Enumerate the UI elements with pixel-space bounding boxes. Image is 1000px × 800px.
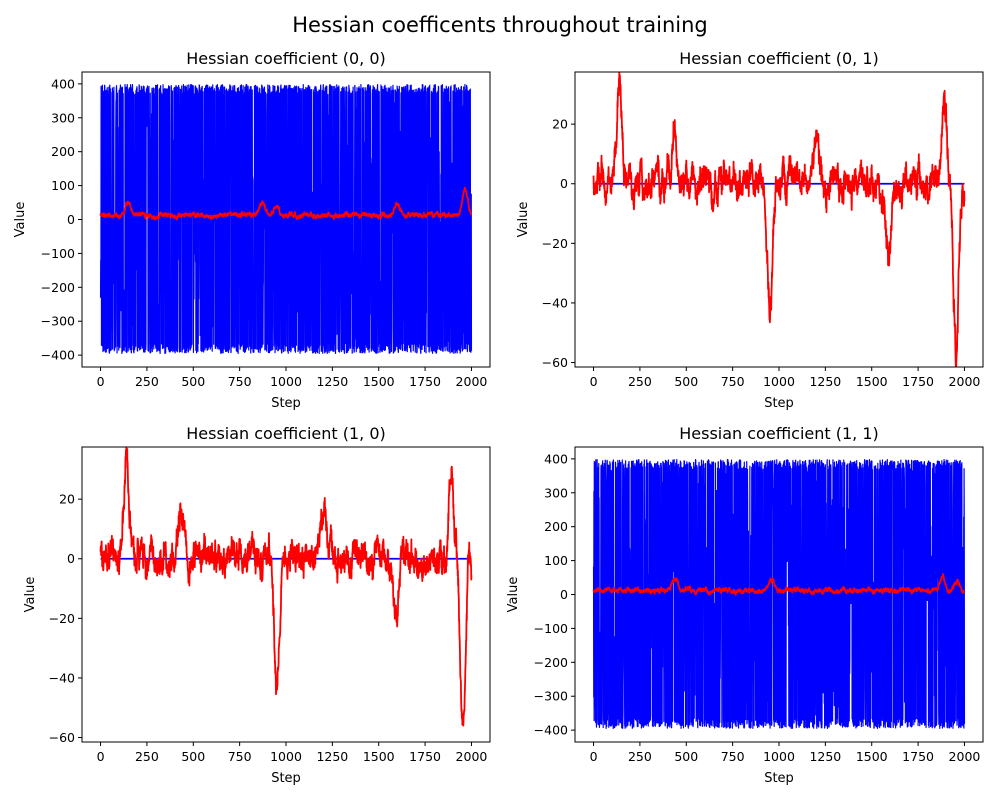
x-tick-label: 500 bbox=[181, 374, 205, 389]
y-tick-label: 0 bbox=[560, 176, 568, 191]
subplot-0-0: Hessian coefficient (0, 0) Step Value 0 2… bbox=[13, 49, 491, 411]
y-axis-label: Value bbox=[23, 577, 38, 613]
y-tick-label: −20 bbox=[49, 611, 75, 626]
x-tick-label: 2000 bbox=[456, 749, 488, 764]
figure-title: Hessian coefficents throughout training bbox=[292, 13, 707, 37]
x-tick-label: 500 bbox=[181, 749, 205, 764]
x-tick-label: 2000 bbox=[949, 749, 981, 764]
x-tick-label: 500 bbox=[674, 749, 698, 764]
y-tick-label: −200 bbox=[534, 655, 568, 670]
subplot-1-1: Hessian coefficient (1, 1) Step Value 0 2… bbox=[506, 424, 984, 786]
x-tick-label: 750 bbox=[721, 374, 745, 389]
x-tick-label: 1750 bbox=[902, 374, 934, 389]
y-tick-label: −300 bbox=[534, 689, 568, 704]
x-tick-label: 1500 bbox=[363, 374, 395, 389]
x-tick-label: 250 bbox=[628, 374, 652, 389]
x-tick-label: 2000 bbox=[949, 374, 981, 389]
x-tick-label: 1250 bbox=[316, 374, 348, 389]
series-line-1 bbox=[99, 447, 473, 727]
series-line-1 bbox=[99, 186, 473, 221]
subplot-title: Hessian coefficient (0, 0) bbox=[186, 49, 386, 68]
y-tick-label: −400 bbox=[41, 348, 75, 363]
x-tick-label: 1000 bbox=[763, 374, 795, 389]
x-tick-label: 750 bbox=[721, 749, 745, 764]
y-tick-label: 0 bbox=[67, 212, 75, 227]
y-tick-label: 200 bbox=[544, 519, 568, 534]
x-tick-label: 1250 bbox=[316, 749, 348, 764]
x-tick-label: 250 bbox=[628, 749, 652, 764]
x-tick-label: 1750 bbox=[409, 374, 441, 389]
y-tick-label: 300 bbox=[51, 110, 75, 125]
series-line-1 bbox=[592, 72, 966, 367]
y-tick-label: 400 bbox=[544, 451, 568, 466]
y-tick-label: −20 bbox=[542, 236, 568, 251]
subplot-0-1: Hessian coefficient (0, 1) Step Value 0 2… bbox=[516, 49, 984, 411]
x-tick-label: 1500 bbox=[856, 374, 888, 389]
series-line-0 bbox=[592, 458, 966, 730]
x-tick-label: 500 bbox=[674, 374, 698, 389]
x-tick-label: 1250 bbox=[809, 749, 841, 764]
plot-area bbox=[99, 447, 473, 727]
x-tick-label: 1250 bbox=[809, 374, 841, 389]
y-tick-label: 0 bbox=[67, 551, 75, 566]
subplot-title: Hessian coefficient (1, 0) bbox=[186, 424, 386, 443]
y-tick-label: −40 bbox=[49, 670, 75, 685]
y-tick-label: 20 bbox=[552, 117, 568, 132]
y-tick-label: 100 bbox=[51, 178, 75, 193]
y-axis-label: Value bbox=[506, 577, 521, 613]
plot-area bbox=[592, 72, 966, 367]
x-tick-label: 0 bbox=[590, 749, 598, 764]
y-tick-label: −60 bbox=[542, 355, 568, 370]
y-axis-label: Value bbox=[516, 202, 531, 238]
y-tick-label: 300 bbox=[544, 485, 568, 500]
series-line-0 bbox=[99, 83, 473, 355]
x-tick-label: 1500 bbox=[856, 749, 888, 764]
x-tick-label: 0 bbox=[97, 374, 105, 389]
x-tick-label: 1750 bbox=[902, 749, 934, 764]
x-tick-label: 1000 bbox=[270, 374, 302, 389]
x-axis-label: Step bbox=[271, 771, 301, 786]
y-tick-label: 0 bbox=[560, 587, 568, 602]
plot-area bbox=[592, 458, 966, 730]
y-tick-label: −200 bbox=[41, 280, 75, 295]
x-tick-label: 0 bbox=[590, 374, 598, 389]
y-tick-label: 20 bbox=[59, 492, 75, 507]
y-tick-label: −400 bbox=[534, 723, 568, 738]
y-tick-label: 200 bbox=[51, 144, 75, 159]
y-tick-label: −300 bbox=[41, 314, 75, 329]
y-tick-label: 400 bbox=[51, 76, 75, 91]
x-tick-label: 750 bbox=[228, 749, 252, 764]
x-axis-label: Step bbox=[764, 771, 794, 786]
x-tick-label: 1000 bbox=[763, 749, 795, 764]
y-tick-label: −100 bbox=[41, 246, 75, 261]
subplot-title: Hessian coefficient (0, 1) bbox=[679, 49, 879, 68]
y-axis-label: Value bbox=[13, 202, 28, 238]
subplot-1-0: Hessian coefficient (1, 0) Step Value 0 2… bbox=[23, 424, 491, 786]
x-tick-label: 250 bbox=[135, 749, 159, 764]
y-tick-label: 100 bbox=[544, 553, 568, 568]
plot-area bbox=[99, 83, 473, 355]
x-tick-label: 1000 bbox=[270, 749, 302, 764]
x-tick-label: 2000 bbox=[456, 374, 488, 389]
y-tick-label: −60 bbox=[49, 730, 75, 745]
x-tick-label: 750 bbox=[228, 374, 252, 389]
x-axis-label: Step bbox=[764, 396, 794, 411]
x-tick-label: 1750 bbox=[409, 749, 441, 764]
x-axis-label: Step bbox=[271, 396, 301, 411]
x-tick-label: 250 bbox=[135, 374, 159, 389]
y-tick-label: −100 bbox=[534, 621, 568, 636]
series-line-1 bbox=[592, 573, 966, 596]
x-tick-label: 0 bbox=[97, 749, 105, 764]
y-tick-label: −40 bbox=[542, 295, 568, 310]
x-tick-label: 1500 bbox=[363, 749, 395, 764]
subplot-title: Hessian coefficient (1, 1) bbox=[679, 424, 879, 443]
